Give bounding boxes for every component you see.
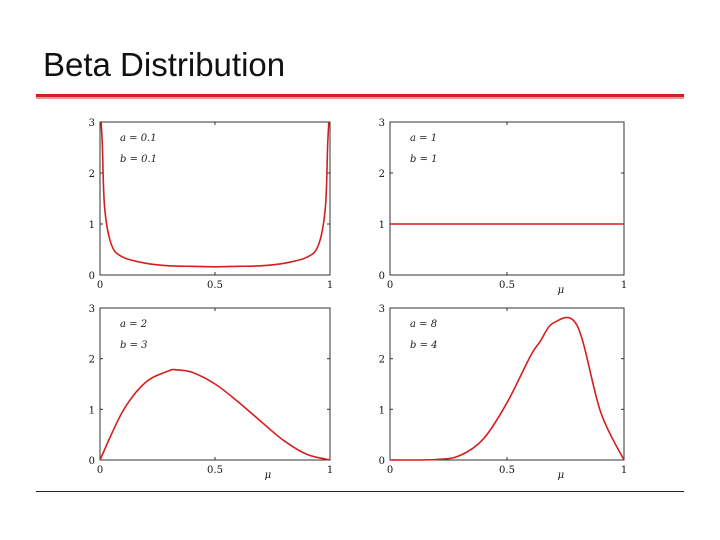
y-tick-label: 0 bbox=[379, 456, 385, 467]
y-tick-label: 1 bbox=[379, 220, 385, 231]
y-tick-label: 0 bbox=[89, 456, 95, 467]
x-tick-label: 0.5 bbox=[207, 280, 223, 291]
y-tick-label: 1 bbox=[89, 220, 95, 231]
beta-density-curve bbox=[100, 121, 330, 268]
x-tick-label: 0 bbox=[387, 465, 393, 476]
y-tick-label: 1 bbox=[379, 405, 385, 416]
plot-frame bbox=[389, 121, 625, 276]
y-tick-label: 3 bbox=[89, 304, 95, 315]
plot-frame bbox=[99, 121, 331, 276]
x-tick-label: 1 bbox=[327, 280, 333, 291]
x-tick-label: 0 bbox=[97, 280, 103, 291]
beta-density-curve bbox=[389, 316, 625, 461]
y-tick-label: 3 bbox=[89, 118, 95, 129]
y-tick-label: 2 bbox=[379, 169, 385, 180]
beta-density-curve bbox=[99, 368, 331, 461]
annotation-a: a = 1 bbox=[410, 133, 437, 144]
slide-title: Beta Distribution bbox=[43, 46, 286, 83]
x-tick-label: 1 bbox=[621, 465, 627, 476]
annotation-a: a = 2 bbox=[120, 319, 147, 330]
beta-plot-a01-b01: 0 0.5 1 0 1 2 3 a = 0.1 b = 0.1 bbox=[89, 118, 334, 291]
x-tick-label: 0 bbox=[387, 280, 393, 291]
annotation-a: a = 0.1 bbox=[120, 133, 157, 144]
title-underline bbox=[36, 94, 684, 97]
y-tick-label: 0 bbox=[379, 271, 385, 282]
x-axis-label: μ bbox=[265, 470, 272, 481]
x-tick-label: 1 bbox=[327, 465, 333, 476]
annotation-b: b = 4 bbox=[410, 340, 438, 351]
y-tick-label: 3 bbox=[379, 118, 385, 129]
beta-plot-a2-b3: 0 0.5 1 0 1 2 3 μ a = 2 b = 3 bbox=[89, 304, 334, 481]
y-tick-label: 2 bbox=[89, 169, 95, 180]
x-tick-label: 0.5 bbox=[499, 280, 515, 291]
y-tick-label: 3 bbox=[379, 304, 385, 315]
beta-plot-a8-b4: 0 0.5 1 0 1 2 3 μ a = 8 b = 4 bbox=[379, 304, 628, 481]
x-axis-label: μ bbox=[558, 470, 565, 481]
plot-frame bbox=[389, 307, 625, 461]
beta-plot-a1-b1: 0 0.5 1 0 1 2 3 μ a = 1 b = 1 bbox=[379, 118, 628, 296]
annotation-b: b = 0.1 bbox=[120, 154, 157, 165]
annotation-a: a = 8 bbox=[410, 319, 437, 330]
x-axis-label: μ bbox=[558, 285, 565, 296]
y-tick-label: 0 bbox=[89, 271, 95, 282]
y-tick-label: 2 bbox=[379, 355, 385, 366]
y-tick-label: 2 bbox=[89, 355, 95, 366]
x-tick-label: 1 bbox=[621, 280, 627, 291]
x-tick-label: 0 bbox=[97, 465, 103, 476]
x-tick-label: 0.5 bbox=[207, 465, 223, 476]
annotation-b: b = 1 bbox=[410, 154, 438, 165]
bottom-rule bbox=[36, 491, 684, 492]
annotation-b: b = 3 bbox=[120, 340, 148, 351]
x-tick-label: 0.5 bbox=[499, 465, 515, 476]
y-tick-label: 1 bbox=[89, 405, 95, 416]
title-underline-shadow bbox=[36, 97, 684, 99]
